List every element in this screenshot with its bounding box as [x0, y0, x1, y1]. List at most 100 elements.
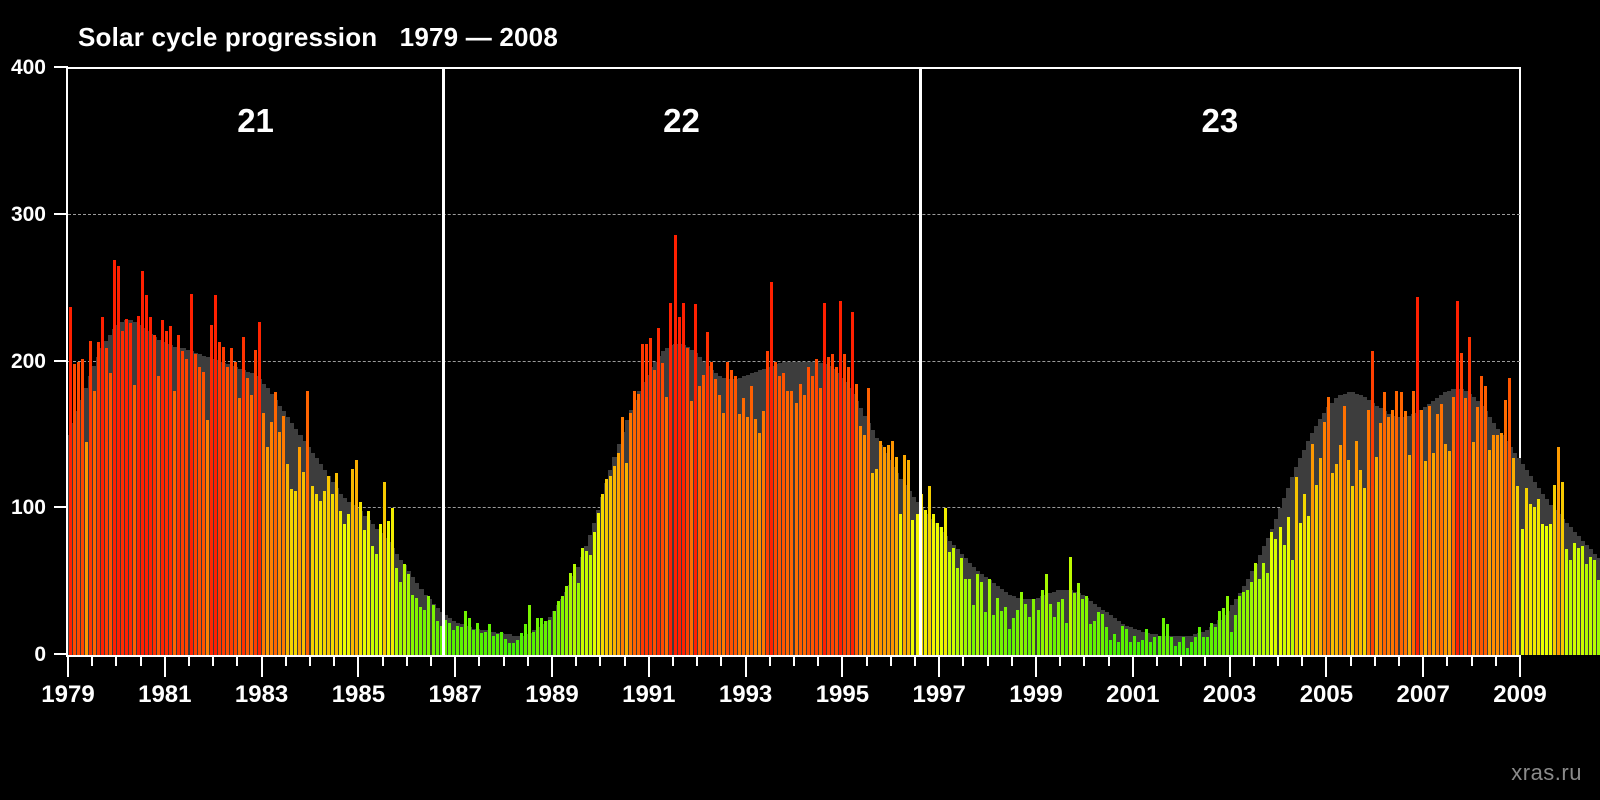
x-tick-1997.5 [962, 655, 965, 666]
bar [104, 348, 108, 655]
x-tick-label-1999: 1999 [1009, 681, 1063, 708]
bar [1000, 610, 1004, 655]
bar [1092, 621, 1096, 655]
bar [725, 361, 729, 655]
x-tick-1995 [841, 655, 844, 677]
bar [387, 521, 391, 655]
bar [1375, 456, 1379, 655]
bar [145, 295, 149, 655]
bar [1589, 556, 1593, 655]
bar [701, 374, 705, 655]
bar [1238, 596, 1242, 655]
bar [1286, 517, 1290, 655]
x-tick-1992.5 [720, 655, 723, 666]
bar [1072, 593, 1076, 655]
bar [1556, 446, 1560, 655]
x-tick-1989.5 [575, 655, 578, 666]
envelope-segment [1185, 635, 1190, 655]
bar [1383, 392, 1387, 655]
bar [1040, 590, 1044, 655]
bar [1318, 458, 1322, 655]
bar [1266, 572, 1270, 655]
x-tick-2008.5 [1494, 655, 1497, 666]
bar [217, 342, 221, 655]
bar [443, 619, 447, 655]
x-tick-1988 [502, 655, 505, 666]
envelope-segment [1116, 621, 1122, 655]
bar [826, 357, 830, 655]
bar [270, 421, 274, 655]
bar [1088, 624, 1092, 655]
gridline-200 [68, 360, 1520, 362]
bar [153, 335, 157, 655]
bar [980, 581, 984, 655]
bar [738, 414, 742, 655]
bar [1379, 423, 1383, 655]
bar [669, 302, 673, 655]
bar [362, 530, 366, 655]
bar [1189, 641, 1193, 655]
bar [1560, 481, 1564, 655]
cycle-divider-23 [918, 68, 922, 655]
bar [124, 318, 128, 655]
x-tick-1988.5 [526, 655, 529, 666]
bar [1359, 470, 1363, 655]
cycle-divider-22 [442, 68, 446, 655]
bar [1492, 434, 1496, 655]
bar [1246, 590, 1250, 655]
bar [1084, 596, 1088, 655]
bar [1201, 637, 1205, 655]
bar [770, 282, 774, 655]
bar [245, 377, 249, 655]
bar [185, 358, 189, 655]
bar [201, 371, 205, 655]
bar [822, 302, 826, 655]
x-tick-2002 [1180, 655, 1183, 666]
bar [266, 446, 270, 655]
bar [1455, 301, 1459, 655]
x-tick-label-2001: 2001 [1106, 681, 1160, 708]
bar [391, 508, 395, 655]
bar [790, 390, 794, 655]
bar [334, 473, 338, 655]
bar [1137, 641, 1141, 655]
bar [540, 618, 544, 655]
cycle-label-21: 21 [237, 102, 274, 139]
bar [1576, 547, 1580, 655]
x-tick-2007 [1422, 655, 1425, 677]
bar [1516, 486, 1520, 655]
bar [1371, 351, 1375, 655]
bar [572, 564, 576, 655]
bar [621, 417, 625, 655]
bar [496, 634, 500, 655]
bar [92, 390, 96, 655]
bar [1302, 493, 1306, 655]
bar [548, 619, 552, 655]
bar [939, 527, 943, 655]
bar [371, 546, 374, 655]
bar [729, 370, 733, 655]
bar [1004, 606, 1008, 655]
bar [592, 531, 596, 655]
bar [1060, 599, 1064, 655]
bar [1028, 616, 1032, 655]
bar [209, 324, 213, 655]
bar [504, 638, 508, 655]
x-tick-1985.5 [381, 655, 384, 666]
bar [1355, 440, 1359, 655]
bar [580, 547, 584, 655]
bar [338, 511, 342, 655]
x-tick-2002.5 [1204, 655, 1207, 666]
bar [1536, 499, 1540, 655]
bar [1197, 627, 1201, 655]
x-tick-1984.5 [333, 655, 336, 666]
bar [971, 605, 975, 655]
y-tick-label-400: 400 [10, 56, 46, 79]
x-tick-1994.5 [817, 655, 820, 666]
y-axis-line [66, 67, 68, 656]
bar [483, 631, 487, 655]
bar [875, 468, 879, 655]
bar [435, 621, 439, 655]
x-tick-1990.5 [623, 655, 626, 666]
bar [1230, 631, 1234, 655]
